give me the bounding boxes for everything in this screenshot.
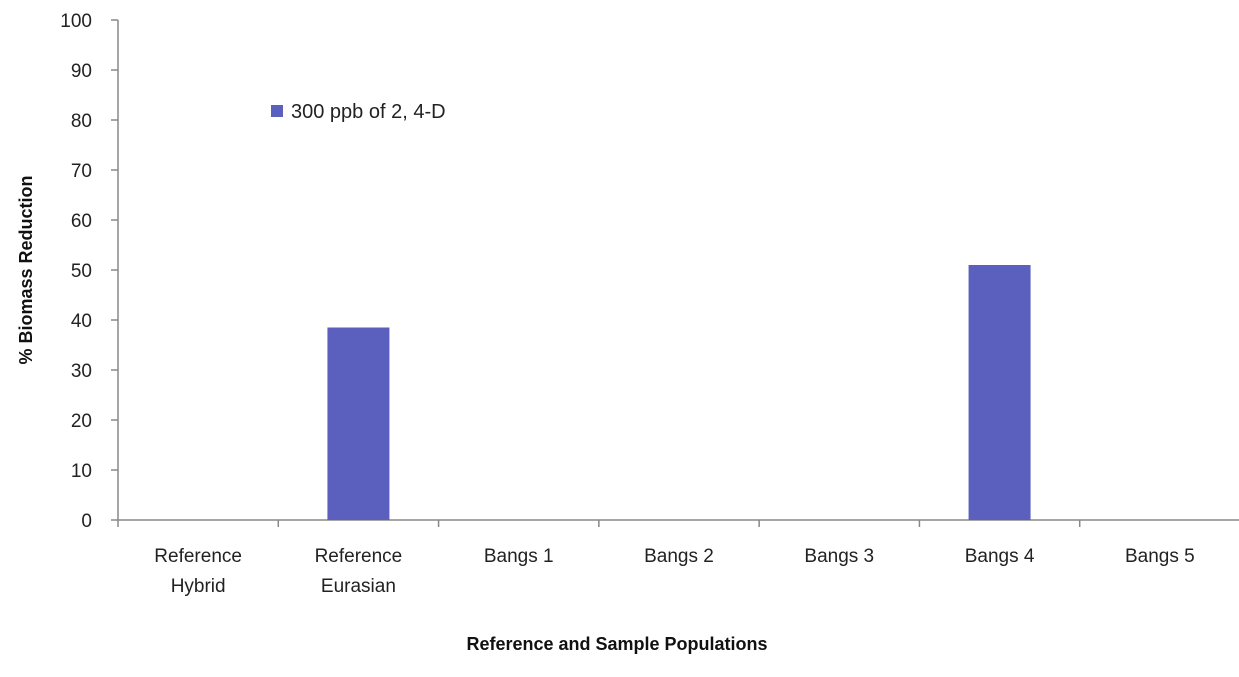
y-tick-label: 0 (81, 511, 92, 532)
x-category-label: Bangs 2 (644, 546, 714, 567)
y-tick-label: 100 (60, 11, 92, 32)
y-tick-label: 60 (71, 211, 92, 232)
x-axis: Reference Hybrid Reference Eurasian Bangs 1 B… (117, 519, 1239, 597)
y-tick-label: 30 (71, 361, 92, 382)
legend-swatch (271, 105, 283, 117)
x-category-label: Reference Hybrid (154, 546, 242, 597)
bar (327, 327, 390, 520)
y-axis: 0 10 20 30 40 50 60 70 80 90 100 (60, 11, 119, 532)
legend-label: 300 ppb of 2, 4-D (291, 101, 446, 123)
y-tick-label: 70 (71, 161, 92, 182)
x-category-label: Bangs 1 (484, 546, 554, 567)
x-axis-title: Reference and Sample Populations (466, 634, 767, 654)
y-tick-label: 50 (71, 261, 92, 282)
bar (968, 265, 1031, 520)
x-category-label: Bangs 4 (965, 546, 1035, 567)
x-category-label: Bangs 5 (1125, 546, 1195, 567)
x-category-label: Reference Eurasian (315, 546, 403, 597)
y-tick-label: 10 (71, 461, 92, 482)
y-axis-title: % Biomass Reduction (16, 175, 36, 364)
y-tick-label: 40 (71, 311, 92, 332)
y-tick-label: 90 (71, 61, 92, 82)
legend: 300 ppb of 2, 4-D (271, 101, 446, 123)
y-tick-label: 20 (71, 411, 92, 432)
y-tick-label: 80 (71, 111, 92, 132)
x-category-label: Bangs 3 (804, 546, 874, 567)
bars (327, 265, 1031, 520)
